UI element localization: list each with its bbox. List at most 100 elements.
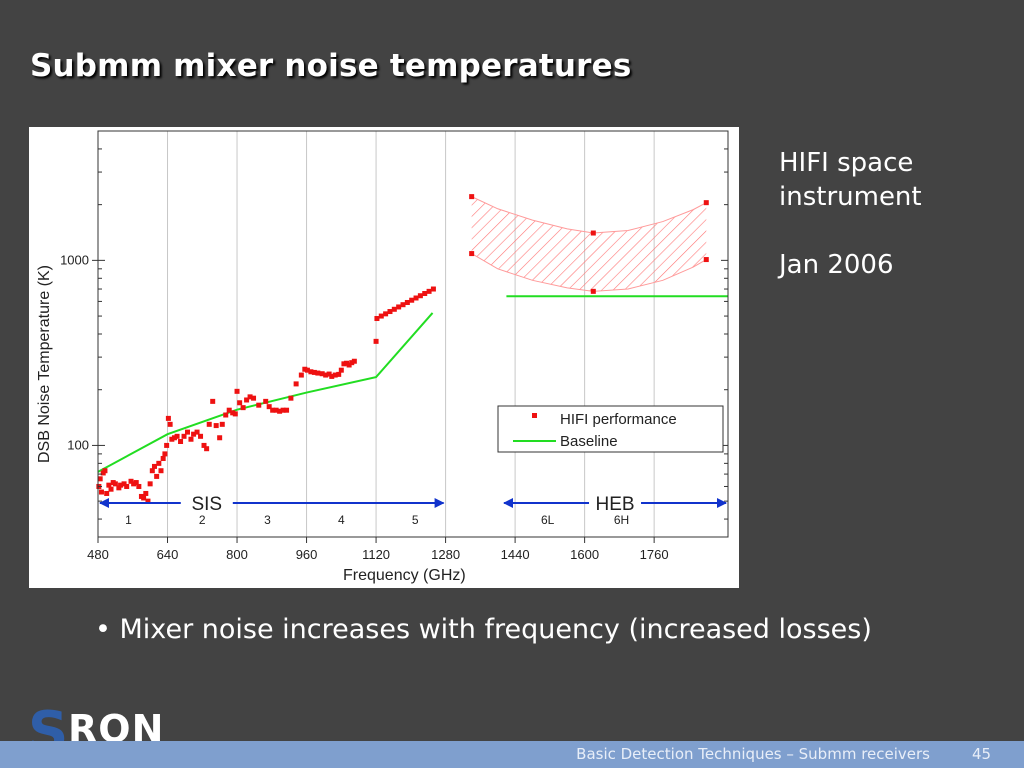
performance-point: [97, 476, 103, 482]
performance-point: [311, 369, 317, 375]
performance-point: [156, 460, 162, 466]
performance-point: [237, 400, 243, 406]
x-tick-label: 800: [226, 547, 248, 562]
performance-point: [151, 463, 157, 469]
performance-point: [417, 293, 423, 299]
performance-point: [469, 251, 475, 257]
performance-point: [338, 367, 344, 373]
performance-point: [108, 486, 114, 492]
performance-point: [147, 481, 153, 487]
performance-point: [273, 407, 279, 413]
performance-point: [277, 408, 283, 414]
bullet-point: • Mixer noise increases with frequency (…: [95, 614, 872, 645]
plot-frame: [97, 130, 729, 538]
performance-point: [194, 429, 200, 435]
band-number-label: 5: [412, 513, 419, 527]
band-number-label: 3: [264, 513, 271, 527]
performance-point: [213, 423, 219, 429]
performance-point: [116, 485, 122, 491]
performance-point: [703, 257, 709, 263]
band-number-label: 6L: [541, 513, 555, 527]
performance-point: [232, 411, 238, 417]
performance-point: [349, 360, 355, 366]
legend: HIFI performance Baseline: [497, 405, 724, 453]
performance-point: [106, 482, 112, 488]
note-line-2: instrument: [779, 182, 922, 212]
heb-label: HEB: [595, 494, 634, 515]
performance-point: [344, 360, 350, 366]
performance-point: [288, 395, 294, 401]
performance-point: [426, 288, 432, 294]
performance-band-layer: [471, 196, 707, 292]
performance-point: [336, 371, 342, 377]
performance-point: [191, 431, 197, 437]
band-number-label: 2: [199, 513, 206, 527]
performance-point: [160, 455, 166, 461]
performance-point: [304, 367, 310, 373]
performance-point: [217, 435, 223, 441]
performance-point: [185, 429, 191, 435]
performance-point: [284, 407, 290, 413]
performance-point: [118, 482, 124, 488]
performance-point: [266, 404, 272, 410]
performance-point: [374, 316, 380, 322]
performance-point: [247, 394, 253, 400]
performance-point: [383, 311, 389, 317]
chart-svg: 480 640 800 960 1120 1280 1440 1600 17601001000 …: [36, 130, 729, 584]
footer-title: Basic Detection Techniques – Submm recei…: [576, 745, 930, 763]
x-tick-label: 640: [157, 547, 179, 562]
performance-point: [404, 299, 410, 305]
performance-point: [469, 194, 475, 200]
performance-point: [102, 468, 108, 474]
footer-bar: [0, 741, 1024, 768]
x-tick-label: 960: [296, 547, 318, 562]
performance-point: [244, 397, 250, 403]
performance-point: [158, 468, 164, 474]
band-number-label: 4: [338, 513, 345, 527]
performance-point: [590, 288, 596, 294]
performance-point: [280, 407, 286, 413]
performance-point: [181, 433, 187, 439]
performance-point: [145, 498, 151, 504]
x-tick-label: 480: [87, 547, 109, 562]
noise-temperature-chart: 480 640 800 960 1120 1280 1440 1600 1760 100 1000 …: [29, 127, 739, 588]
performance-point: [178, 438, 184, 444]
performance-point: [391, 306, 397, 312]
performance-point: [430, 286, 436, 292]
performance-point: [256, 402, 262, 408]
grid-layer: [97, 131, 655, 537]
performance-point: [167, 421, 173, 427]
performance-point: [378, 313, 384, 319]
performance-point: [422, 291, 428, 297]
legend-baseline-label: Baseline: [560, 433, 618, 450]
performance-point: [396, 304, 402, 310]
performance-point: [230, 410, 236, 416]
band-number-label: 6H: [614, 513, 629, 527]
performance-point: [703, 200, 709, 206]
performance-point: [413, 295, 419, 301]
performance-point: [124, 483, 130, 489]
performance-point: [409, 297, 415, 303]
performance-point: [263, 398, 269, 404]
performance-points-layer: [96, 194, 709, 504]
performance-point: [210, 398, 216, 404]
x-tick-label: 1120: [362, 547, 390, 562]
band-number-label: 1: [125, 513, 132, 527]
performance-point: [165, 415, 171, 421]
performance-point: [223, 412, 229, 418]
note-line-1: HIFI space: [779, 148, 914, 178]
baseline-line: [97, 312, 434, 473]
baseline-layer: [97, 295, 728, 473]
sis-label: SIS: [191, 494, 222, 515]
performance-point: [171, 435, 177, 441]
performance-point: [112, 481, 118, 487]
performance-point: [121, 481, 127, 487]
performance-point: [201, 442, 207, 448]
axis-layer: 480 640 800 960 1120 1280 1440 1600 1760 100 1000: [60, 130, 729, 562]
performance-point: [323, 372, 329, 378]
x-axis-label: Frequency (GHz): [343, 567, 466, 584]
performance-point: [351, 358, 357, 364]
performance-point: [400, 302, 406, 308]
performance-point: [219, 421, 225, 427]
performance-point: [293, 381, 299, 387]
